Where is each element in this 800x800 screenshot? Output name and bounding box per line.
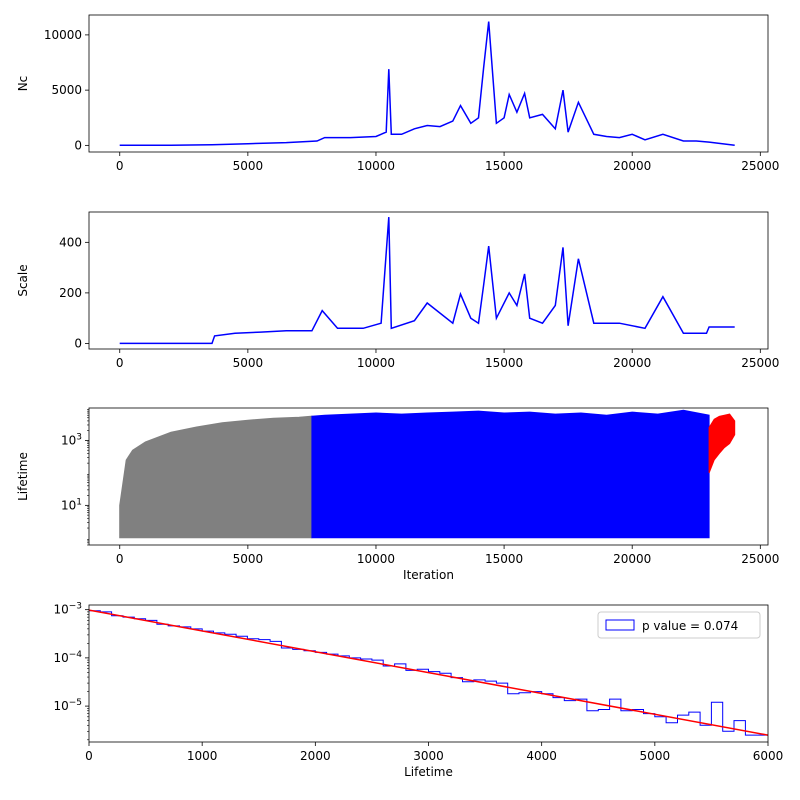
x-tick-label: 0: [85, 749, 93, 763]
legend-box: [597, 611, 761, 639]
series-area: [119, 415, 313, 539]
x-tick-label: 4000: [526, 749, 557, 763]
x-tick-label: 10000: [357, 552, 395, 566]
x-tick-label: 6000: [753, 749, 784, 763]
y-tick-label: 0: [74, 138, 82, 152]
x-tick-label: 25000: [741, 552, 779, 566]
x-tick-label: 3000: [413, 749, 444, 763]
y-tick-label: 200: [59, 286, 82, 300]
legend-swatch: [605, 619, 635, 631]
y-tick-label: 103: [61, 432, 82, 447]
x-axis-label: Lifetime: [404, 765, 453, 779]
y-axis-label: Lifetime: [16, 452, 30, 501]
x-tick-label: 20000: [613, 552, 651, 566]
x-tick-label: 0: [116, 552, 124, 566]
nc-chart: 0 5000 10000 15000 20000 25000 0 5000 10000 Nc: [16, 14, 779, 173]
x-tick-label: 25000: [741, 356, 779, 370]
legend-label: p value = 0.074: [642, 619, 738, 633]
x-axis-label: Iteration: [403, 568, 454, 582]
x-tick-label: 20000: [613, 356, 651, 370]
lifetime-histogram-chart: p value = 0.074 0 1000 2000 3000 4000 5000 6000…: [53, 602, 783, 779]
series-area: [708, 413, 736, 474]
legend: p value = 0.074: [597, 611, 761, 639]
y-tick-label: 5000: [51, 83, 82, 97]
axes-frame: [88, 407, 769, 546]
y-tick-label: 0: [74, 336, 82, 350]
series-line: [119, 217, 735, 345]
series-line: [119, 21, 735, 146]
y-tick-label: 10000: [44, 28, 82, 42]
y-tick-label: 10−5: [53, 698, 82, 713]
x-tick-label: 20000: [613, 159, 651, 173]
x-tick-label: 15000: [485, 356, 523, 370]
x-tick-label: 15000: [485, 552, 523, 566]
x-tick-label: 5000: [640, 749, 671, 763]
x-tick-label: 0: [116, 159, 124, 173]
x-tick-label: 5000: [233, 552, 264, 566]
y-axis-label: Nc: [16, 76, 30, 92]
x-tick-label: 10000: [357, 159, 395, 173]
y-tick-label: 400: [59, 235, 82, 249]
x-tick-label: 0: [116, 356, 124, 370]
axes-frame: [88, 211, 769, 350]
x-tick-label: 2000: [300, 749, 331, 763]
y-axis-label: Scale: [16, 264, 30, 296]
x-tick-label: 5000: [233, 159, 264, 173]
scale-chart: 0 5000 10000 15000 20000 25000 0 200 400 Scale: [16, 211, 779, 370]
y-tick-label: 10−3: [53, 602, 82, 617]
axes-frame: [88, 14, 769, 153]
y-tick-label: 101: [61, 497, 82, 512]
series-area: [311, 409, 710, 539]
x-tick-label: 1000: [187, 749, 218, 763]
x-tick-label: 15000: [485, 159, 523, 173]
x-tick-label: 10000: [357, 356, 395, 370]
x-tick-label: 25000: [741, 159, 779, 173]
lifetime-iteration-chart: 0 5000 10000 15000 20000 25000 101 103 Lifetime I…: [16, 407, 779, 582]
y-tick-label: 10−4: [53, 650, 82, 665]
fit-line: [89, 609, 768, 736]
x-tick-label: 5000: [233, 356, 264, 370]
